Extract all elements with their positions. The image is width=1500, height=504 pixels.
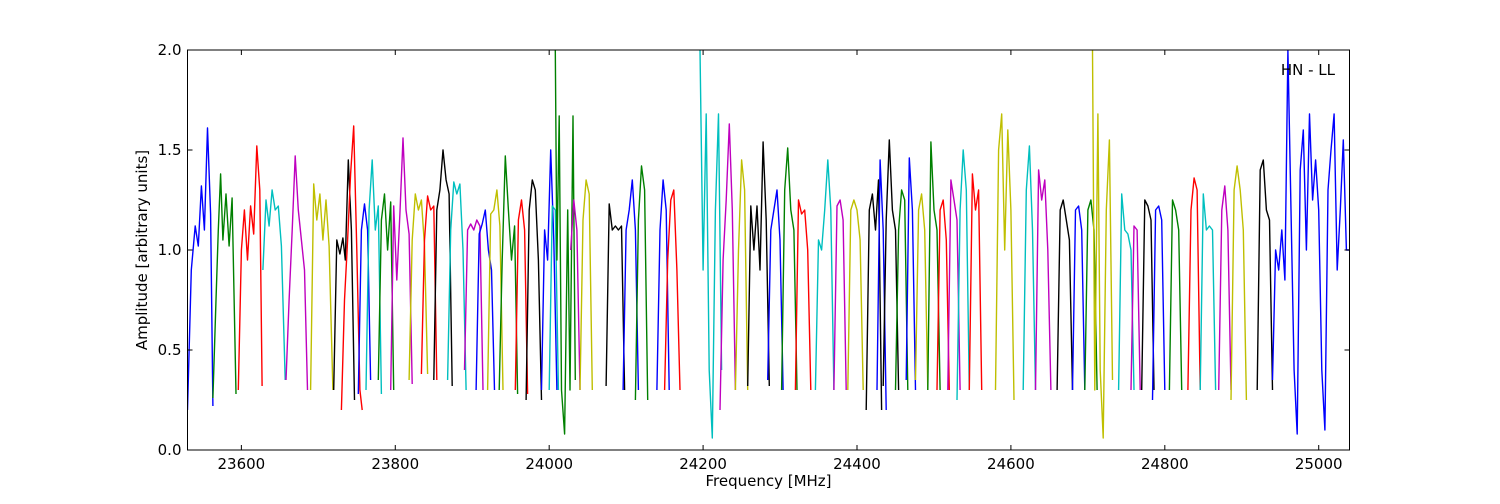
series-line-69: [1256, 159, 1274, 391]
series-line-10: [377, 193, 395, 391]
series-line-38: [794, 199, 812, 391]
series-line-67: [1218, 185, 1232, 391]
series-line-16: [463, 219, 484, 391]
series-line-66: [1199, 193, 1217, 391]
series-line-55: [1034, 169, 1052, 391]
y-axis-label: Amplitude [arbitrary units]: [133, 150, 151, 350]
series-line-1: [212, 173, 237, 399]
x-tick-label: 23600: [218, 455, 266, 473]
y-tick-label: 2.0: [158, 41, 182, 59]
series-line-6: [333, 159, 356, 401]
series-line-29: [634, 165, 649, 401]
series-line-37: [780, 147, 798, 391]
series-line-0: [187, 127, 214, 411]
series-line-64: [1168, 199, 1183, 391]
series-line-35: [747, 141, 770, 387]
series-line-63: [1151, 205, 1166, 401]
x-tick-label: 25000: [1295, 455, 1343, 473]
series-line-51: [956, 149, 970, 401]
series-line-21: [525, 179, 543, 401]
x-tick-label: 24000: [525, 455, 573, 473]
series-line-33: [719, 123, 737, 411]
series-line-44: [882, 139, 900, 391]
series-line-41: [847, 199, 864, 391]
series-line-9: [365, 159, 383, 395]
series-line-19: [498, 155, 519, 395]
series-line-5: [309, 183, 334, 391]
series-line-61: [1130, 225, 1141, 391]
x-tick-label: 24600: [987, 455, 1035, 473]
series-line-65: [1187, 177, 1201, 391]
y-tick-label: 1.5: [158, 141, 182, 159]
series-line-58: [1084, 199, 1098, 391]
series-line-3: [262, 189, 286, 381]
chart-annotation: HN - LL: [1281, 61, 1336, 79]
series-line-50: [947, 179, 961, 391]
series-line-8: [357, 203, 372, 395]
series-line-34: [734, 159, 749, 391]
series-line-40: [833, 199, 847, 391]
series-line-56: [1056, 199, 1074, 391]
series-line-17: [475, 209, 496, 391]
series-line-13: [420, 195, 438, 381]
series-line-28: [622, 179, 640, 391]
series-line-46: [905, 157, 917, 391]
series-line-60: [1117, 193, 1135, 391]
series-line-62: [1141, 199, 1155, 391]
series-line-52: [968, 173, 983, 391]
y-tick-label: 0.5: [158, 341, 182, 359]
series-line-45: [894, 189, 909, 391]
series-line-36: [767, 189, 784, 391]
series-line-68: [1230, 165, 1248, 401]
tick-layer: 23600 23800 24000 24200 24400 24600 24800 25000…: [158, 41, 1350, 473]
series-line-15: [446, 181, 467, 391]
series-line-39: [814, 159, 835, 391]
series-line-11: [390, 137, 413, 391]
series-line-57: [1071, 205, 1086, 391]
series-line-14: [433, 149, 453, 387]
series-line-24: [554, 50, 576, 435]
series-line-22: [540, 149, 558, 391]
series-line-53: [994, 113, 1015, 401]
series-line-18: [486, 189, 504, 391]
x-axis-label: Frequency [MHz]: [705, 472, 831, 490]
series-line-47: [914, 193, 929, 391]
series-line-27: [605, 203, 626, 391]
series-line-26: [579, 179, 593, 391]
series-line-59: [1091, 50, 1114, 439]
x-tick-label: 24200: [679, 455, 727, 473]
x-tick-label: 23800: [371, 455, 419, 473]
plot-frame: [187, 49, 1350, 451]
series-line-25: [570, 199, 581, 391]
x-tick-label: 24400: [833, 455, 881, 473]
series-line-31: [663, 189, 681, 391]
y-tick-label: 0.0: [158, 441, 182, 459]
series-line-23: [548, 205, 560, 391]
y-tick-label: 1.0: [158, 241, 182, 259]
series-line-2: [237, 145, 263, 391]
series-line-20: [514, 199, 529, 395]
series-line-49: [936, 199, 950, 391]
series-layer: [187, 50, 1350, 439]
x-tick-label: 24800: [1141, 455, 1189, 473]
series-line-54: [1022, 145, 1037, 391]
series-line-32: [699, 50, 723, 439]
series-line-70: [1271, 50, 1350, 435]
series-line-4: [285, 155, 309, 391]
series-line-48: [927, 141, 941, 391]
